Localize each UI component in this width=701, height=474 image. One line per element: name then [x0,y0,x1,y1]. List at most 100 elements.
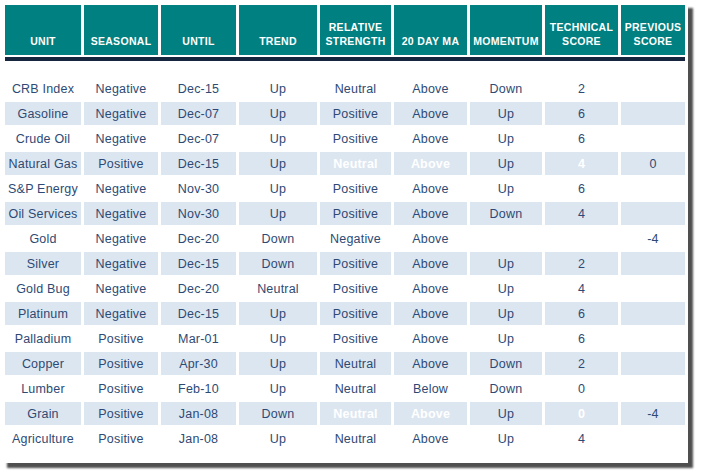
cell-technical-score: 2 [545,77,618,100]
cell-seasonal: Positive [84,352,158,375]
table-row-gold: GoldNegativeDec-20DownNegativeAboveUp-2-… [5,227,685,250]
cell-technical-score: 4 [545,202,618,225]
cell-previous-score [621,327,685,350]
cell-trend: Up [239,102,317,125]
cell-seasonal: Negative [84,127,158,150]
cell-trend: Up [239,152,317,175]
cell-20-day-ma: Above [394,402,467,425]
header-row: UNITSEASONALUNTILTRENDRELATIVE STRENGTH2… [5,5,685,55]
cell-technical-score: 6 [545,327,618,350]
table-header: UNITSEASONALUNTILTRENDRELATIVE STRENGTH2… [5,5,685,55]
cell-technical-score: 4 [545,152,618,175]
cell-until: Dec-15 [161,252,236,275]
cell-until: Dec-15 [161,152,236,175]
cell-seasonal: Positive [84,402,158,425]
cell-trend: Up [239,327,317,350]
cell-trend: Up [239,77,317,100]
cell-momentum: Down [470,352,542,375]
cell-momentum: Down [470,77,542,100]
cell-previous-score: 0 [621,152,685,175]
cell-relative-strength: Positive [320,127,391,150]
cell-technical-score: 6 [545,177,618,200]
cell-previous-score [621,202,685,225]
column-header-seasonal: SEASONAL [84,5,158,55]
cell-technical-score: 4 [545,277,618,300]
cell-relative-strength: Neutral [320,427,391,450]
cell-seasonal: Negative [84,77,158,100]
cell-relative-strength: Neutral [320,152,391,175]
cell-previous-score [621,302,685,325]
cell-unit: Natural Gas [5,152,81,175]
cell-20-day-ma: Above [394,177,467,200]
cell-relative-strength: Negative [320,227,391,250]
cell-technical-score: 0 [545,402,618,425]
table-row-s-p-energy: S&P EnergyNegativeNov-30UpPositiveAboveU… [5,177,685,200]
table-row-natural-gas: Natural GasPositiveDec-15UpNeutralAboveU… [5,152,685,175]
cell-trend: Up [239,377,317,400]
table-row-copper: CopperPositiveApr-30UpNeutralAboveDown2 [5,352,685,375]
cell-unit: Gasoline [5,102,81,125]
cell-technical-score: 2 [545,252,618,275]
cell-unit: Copper [5,352,81,375]
cell-previous-score [621,377,685,400]
cell-seasonal: Positive [84,152,158,175]
cell-20-day-ma: Above [394,102,467,125]
cell-until: Nov-30 [161,202,236,225]
table-body: CRB IndexNegativeDec-15UpNeutralAboveDow… [5,57,685,450]
cell-until: Jan-08 [161,427,236,450]
cell-previous-score [621,127,685,150]
cell-relative-strength: Positive [320,302,391,325]
cell-unit: Platinum [5,302,81,325]
cell-unit: S&P Energy [5,177,81,200]
cell-unit: Grain [5,402,81,425]
column-header-20-day-ma: 20 DAY MA [394,5,467,55]
cell-trend: Neutral [239,277,317,300]
cell-until: Dec-20 [161,277,236,300]
cell-relative-strength: Positive [320,327,391,350]
cell-until: Jan-08 [161,402,236,425]
cell-seasonal: Negative [84,177,158,200]
cell-20-day-ma: Above [394,227,467,250]
cell-relative-strength: Neutral [320,77,391,100]
screenshot-stage: UNITSEASONALUNTILTRENDRELATIVE STRENGTH2… [0,0,701,474]
cell-momentum: Up [470,402,542,425]
cell-previous-score [621,102,685,125]
table-row-crb-index: CRB IndexNegativeDec-15UpNeutralAboveDow… [5,77,685,100]
cell-20-day-ma: Above [394,302,467,325]
cell-20-day-ma: Above [394,352,467,375]
cell-momentum: Up [470,427,542,450]
cell-20-day-ma: Above [394,77,467,100]
table-row-agriculture: AgriculturePositiveJan-08UpNeutralAboveU… [5,427,685,450]
cell-until: Nov-30 [161,177,236,200]
cell-seasonal: Positive [84,377,158,400]
table-row-grain: GrainPositiveJan-08DownNeutralAboveUp0-4 [5,402,685,425]
cell-relative-strength: Positive [320,277,391,300]
cell-until: Mar-01 [161,327,236,350]
cell-trend: Down [239,252,317,275]
cell-momentum: Up [470,252,542,275]
cell-momentum: Up [470,152,542,175]
cell-20-day-ma: Above [394,427,467,450]
cell-until: Dec-15 [161,302,236,325]
cell-trend: Up [239,127,317,150]
table-row-silver: SilverNegativeDec-15DownPositiveAboveUp2 [5,252,685,275]
cell-trend: Up [239,352,317,375]
cell-trend: Up [239,202,317,225]
cell-technical-score: 0 [545,377,618,400]
cell-seasonal: Negative [84,202,158,225]
cell-20-day-ma: Above [394,127,467,150]
cell-technical-score: -2 [545,227,618,250]
cell-unit: Silver [5,252,81,275]
cell-momentum: Up [470,327,542,350]
cell-technical-score: 4 [545,427,618,450]
column-header-trend: TREND [239,5,317,55]
column-header-previous-score: PREVIOUS SCORE [621,5,685,55]
cell-technical-score: 6 [545,102,618,125]
cell-20-day-ma: Above [394,277,467,300]
cell-unit: Gold [5,227,81,250]
cell-relative-strength: Neutral [320,352,391,375]
cell-previous-score [621,277,685,300]
cell-unit: Gold Bug [5,277,81,300]
cell-previous-score [621,352,685,375]
cell-trend: Down [239,402,317,425]
